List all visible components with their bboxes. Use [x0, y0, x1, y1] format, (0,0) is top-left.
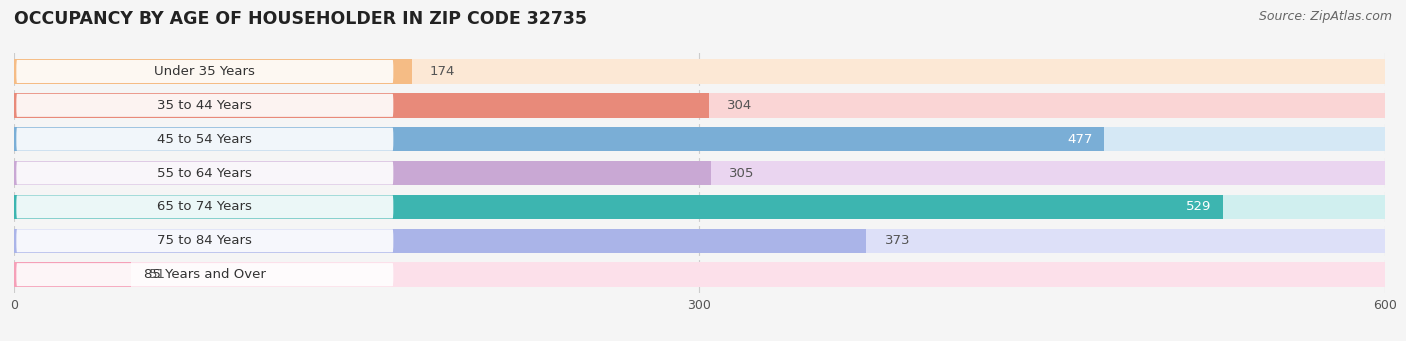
- Text: 305: 305: [730, 166, 755, 180]
- Text: 65 to 74 Years: 65 to 74 Years: [157, 201, 252, 213]
- Bar: [14, 93, 1385, 118]
- Text: 85 Years and Over: 85 Years and Over: [143, 268, 266, 281]
- Text: 373: 373: [884, 234, 910, 247]
- Text: Source: ZipAtlas.com: Source: ZipAtlas.com: [1258, 10, 1392, 23]
- FancyBboxPatch shape: [17, 128, 394, 151]
- Text: 477: 477: [1067, 133, 1092, 146]
- Bar: [14, 127, 1104, 151]
- Text: OCCUPANCY BY AGE OF HOUSEHOLDER IN ZIP CODE 32735: OCCUPANCY BY AGE OF HOUSEHOLDER IN ZIP C…: [14, 10, 588, 28]
- Text: Under 35 Years: Under 35 Years: [155, 65, 256, 78]
- FancyBboxPatch shape: [17, 263, 394, 286]
- Bar: [14, 59, 1385, 84]
- FancyBboxPatch shape: [17, 229, 394, 252]
- Text: 51: 51: [149, 268, 166, 281]
- Bar: [14, 228, 866, 253]
- Bar: [14, 59, 412, 84]
- Bar: [14, 263, 1385, 287]
- Text: 45 to 54 Years: 45 to 54 Years: [157, 133, 252, 146]
- Text: 174: 174: [430, 65, 456, 78]
- Bar: [14, 228, 1385, 253]
- FancyBboxPatch shape: [17, 94, 394, 117]
- FancyBboxPatch shape: [17, 60, 394, 83]
- Text: 304: 304: [727, 99, 752, 112]
- Bar: [14, 195, 1385, 219]
- Text: 529: 529: [1185, 201, 1212, 213]
- FancyBboxPatch shape: [17, 162, 394, 184]
- Bar: [14, 93, 709, 118]
- Text: 75 to 84 Years: 75 to 84 Years: [157, 234, 252, 247]
- Bar: [14, 161, 711, 185]
- Bar: [14, 195, 1223, 219]
- FancyBboxPatch shape: [17, 195, 394, 219]
- Bar: [14, 263, 131, 287]
- Text: 35 to 44 Years: 35 to 44 Years: [157, 99, 252, 112]
- Text: 55 to 64 Years: 55 to 64 Years: [157, 166, 252, 180]
- Bar: [14, 127, 1385, 151]
- Bar: [14, 161, 1385, 185]
